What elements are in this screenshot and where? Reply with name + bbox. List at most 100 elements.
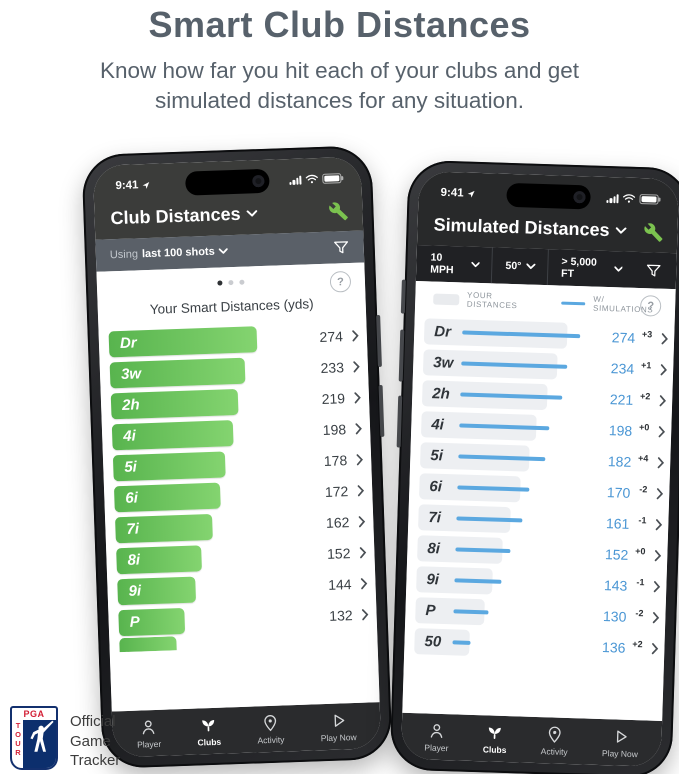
club-distances-content: ? Your Smart Distances (yds) Dr 274 3w 2… xyxy=(96,262,380,712)
simulated-value: 161 xyxy=(605,514,630,532)
chevron-right-icon xyxy=(657,456,665,468)
club-row[interactable]: 4i 198 xyxy=(102,412,371,452)
tab-play-now[interactable]: Play Now xyxy=(602,726,639,759)
cellular-signal-icon xyxy=(289,175,302,185)
sim-club-row[interactable]: Dr 274 +3 xyxy=(414,315,675,354)
delta-value: +2 xyxy=(639,390,651,401)
chevron-right-icon xyxy=(661,332,668,344)
distance-value: 162 xyxy=(325,513,350,531)
screen-title-dropdown[interactable]: Club Distances xyxy=(110,203,258,229)
temperature-filter-dropdown[interactable]: 50° xyxy=(502,247,549,286)
chevron-down-icon xyxy=(218,248,228,254)
golfer-silhouette-icon xyxy=(23,720,56,768)
chevron-right-icon xyxy=(651,642,659,654)
chevron-right-icon xyxy=(353,360,360,372)
club-label: 2h xyxy=(432,384,451,403)
chevron-right-icon xyxy=(659,394,667,406)
club-label: 5i xyxy=(430,446,444,464)
chevron-right-icon xyxy=(654,549,662,561)
club-row[interactable]: P 132 xyxy=(108,598,377,638)
distance-bar: 3w xyxy=(109,357,246,388)
chevron-right-icon xyxy=(356,453,363,465)
delta-value: +0 xyxy=(638,421,650,432)
battery-icon xyxy=(322,172,342,185)
tab-player[interactable]: Player xyxy=(424,721,449,754)
sim-club-row[interactable]: 8i 152 +0 xyxy=(407,532,668,571)
status-time: 9:41 xyxy=(440,186,464,200)
chevron-right-icon xyxy=(652,611,660,623)
sim-club-row[interactable]: 6i 170 -2 xyxy=(409,470,670,509)
screen: 9:41 Simulated Distances xyxy=(400,171,679,767)
delta-value: +3 xyxy=(641,328,653,339)
simulated-value: 170 xyxy=(606,483,631,501)
club-label: 7i xyxy=(126,520,140,538)
club-row[interactable]: 8i 152 xyxy=(106,536,375,576)
club-row[interactable]: 6i 172 xyxy=(104,474,373,514)
sim-club-row[interactable]: 2h 221 +2 xyxy=(412,377,673,416)
chevron-down-icon xyxy=(614,266,623,272)
club-row[interactable]: 9i 144 xyxy=(107,567,376,607)
volume-button xyxy=(376,314,382,368)
club-label: P xyxy=(129,613,141,631)
conditions-filter-bar: 10 MPH 50° > 5,000 FT xyxy=(415,245,677,290)
status-bar: 9:41 xyxy=(93,157,362,199)
sim-club-row[interactable]: P 130 -2 xyxy=(405,594,666,633)
club-label: 8i xyxy=(427,539,441,557)
altitude-filter-dropdown[interactable]: > 5,000 FT xyxy=(559,250,636,288)
club-row[interactable]: 5i 178 xyxy=(103,443,372,483)
club-row[interactable]: Dr 274 xyxy=(98,319,367,359)
tab-label: Player xyxy=(424,742,449,754)
sim-club-row[interactable]: 9i 143 -1 xyxy=(406,563,667,602)
club-label: 9i xyxy=(128,582,142,600)
tab-clubs[interactable]: Clubs xyxy=(197,715,222,748)
page-title: Smart Club Distances xyxy=(148,4,531,45)
screen-title-dropdown[interactable]: Simulated Distances xyxy=(433,215,627,242)
tab-play-now[interactable]: Play Now xyxy=(320,710,357,743)
sim-club-row[interactable]: 50 136 +2 xyxy=(404,625,665,664)
tab-activity[interactable]: Activity xyxy=(257,713,285,745)
delta-value: -2 xyxy=(635,607,644,618)
filter-prefix: Using xyxy=(109,248,139,262)
pga-text: PGA xyxy=(23,709,45,719)
club-label: 5i xyxy=(123,458,138,476)
club-label: 8i xyxy=(127,551,141,569)
filter-funnel-icon[interactable] xyxy=(646,262,663,280)
wrench-icon[interactable] xyxy=(328,200,349,221)
tab-label: Play Now xyxy=(601,748,639,760)
club-row[interactable]: 3w 233 xyxy=(100,350,369,390)
wifi-icon xyxy=(623,194,636,203)
wrench-icon[interactable] xyxy=(643,222,664,243)
simulated-value: 136 xyxy=(601,638,626,656)
simulated-value: 274 xyxy=(611,328,636,346)
tab-activity[interactable]: Activity xyxy=(541,724,569,757)
simulated-distances-content: YOUR DISTANCES W/ SIMULATIONS ? Dr 274 +3… xyxy=(402,281,676,721)
tab-clubs[interactable]: Clubs xyxy=(483,722,508,755)
distance-bar: Dr xyxy=(108,325,258,357)
club-row[interactable]: 2h 219 xyxy=(101,381,370,421)
club-label: 3w xyxy=(433,353,454,372)
page-subtitle: Know how far you hit each of your clubs … xyxy=(99,58,580,114)
help-button[interactable]: ? xyxy=(329,270,352,293)
distance-bar: 5i xyxy=(112,450,226,481)
sim-club-row[interactable]: 5i 182 +4 xyxy=(410,439,671,478)
wind-filter-dropdown[interactable]: 10 MPH xyxy=(429,245,494,284)
tab-label: Clubs xyxy=(197,736,222,748)
club-row[interactable]: 7i 162 xyxy=(105,505,374,545)
distance-bar: 8i xyxy=(116,544,202,574)
filter-funnel-icon[interactable] xyxy=(332,238,350,256)
sim-club-row[interactable]: 7i 161 -1 xyxy=(408,501,669,540)
shots-filter-dropdown[interactable]: Using last 100 shots xyxy=(110,245,228,261)
delta-value: +4 xyxy=(637,452,649,463)
sim-club-row[interactable]: 3w 234 +1 xyxy=(413,346,674,385)
chevron-right-icon xyxy=(352,329,359,341)
branding: PGA T O U R ® Official Game Tracker xyxy=(10,706,120,771)
tab-label: Activity xyxy=(540,746,568,758)
club-label: P xyxy=(425,601,436,619)
chevron-right-icon xyxy=(655,518,663,530)
chevron-right-icon xyxy=(359,546,367,558)
sim-club-row[interactable]: 4i 198 +0 xyxy=(411,408,672,447)
mute-switch xyxy=(400,279,406,314)
tab-player[interactable]: Player xyxy=(136,717,161,750)
simulated-value: 143 xyxy=(603,576,628,594)
delta-value: +2 xyxy=(632,638,643,649)
